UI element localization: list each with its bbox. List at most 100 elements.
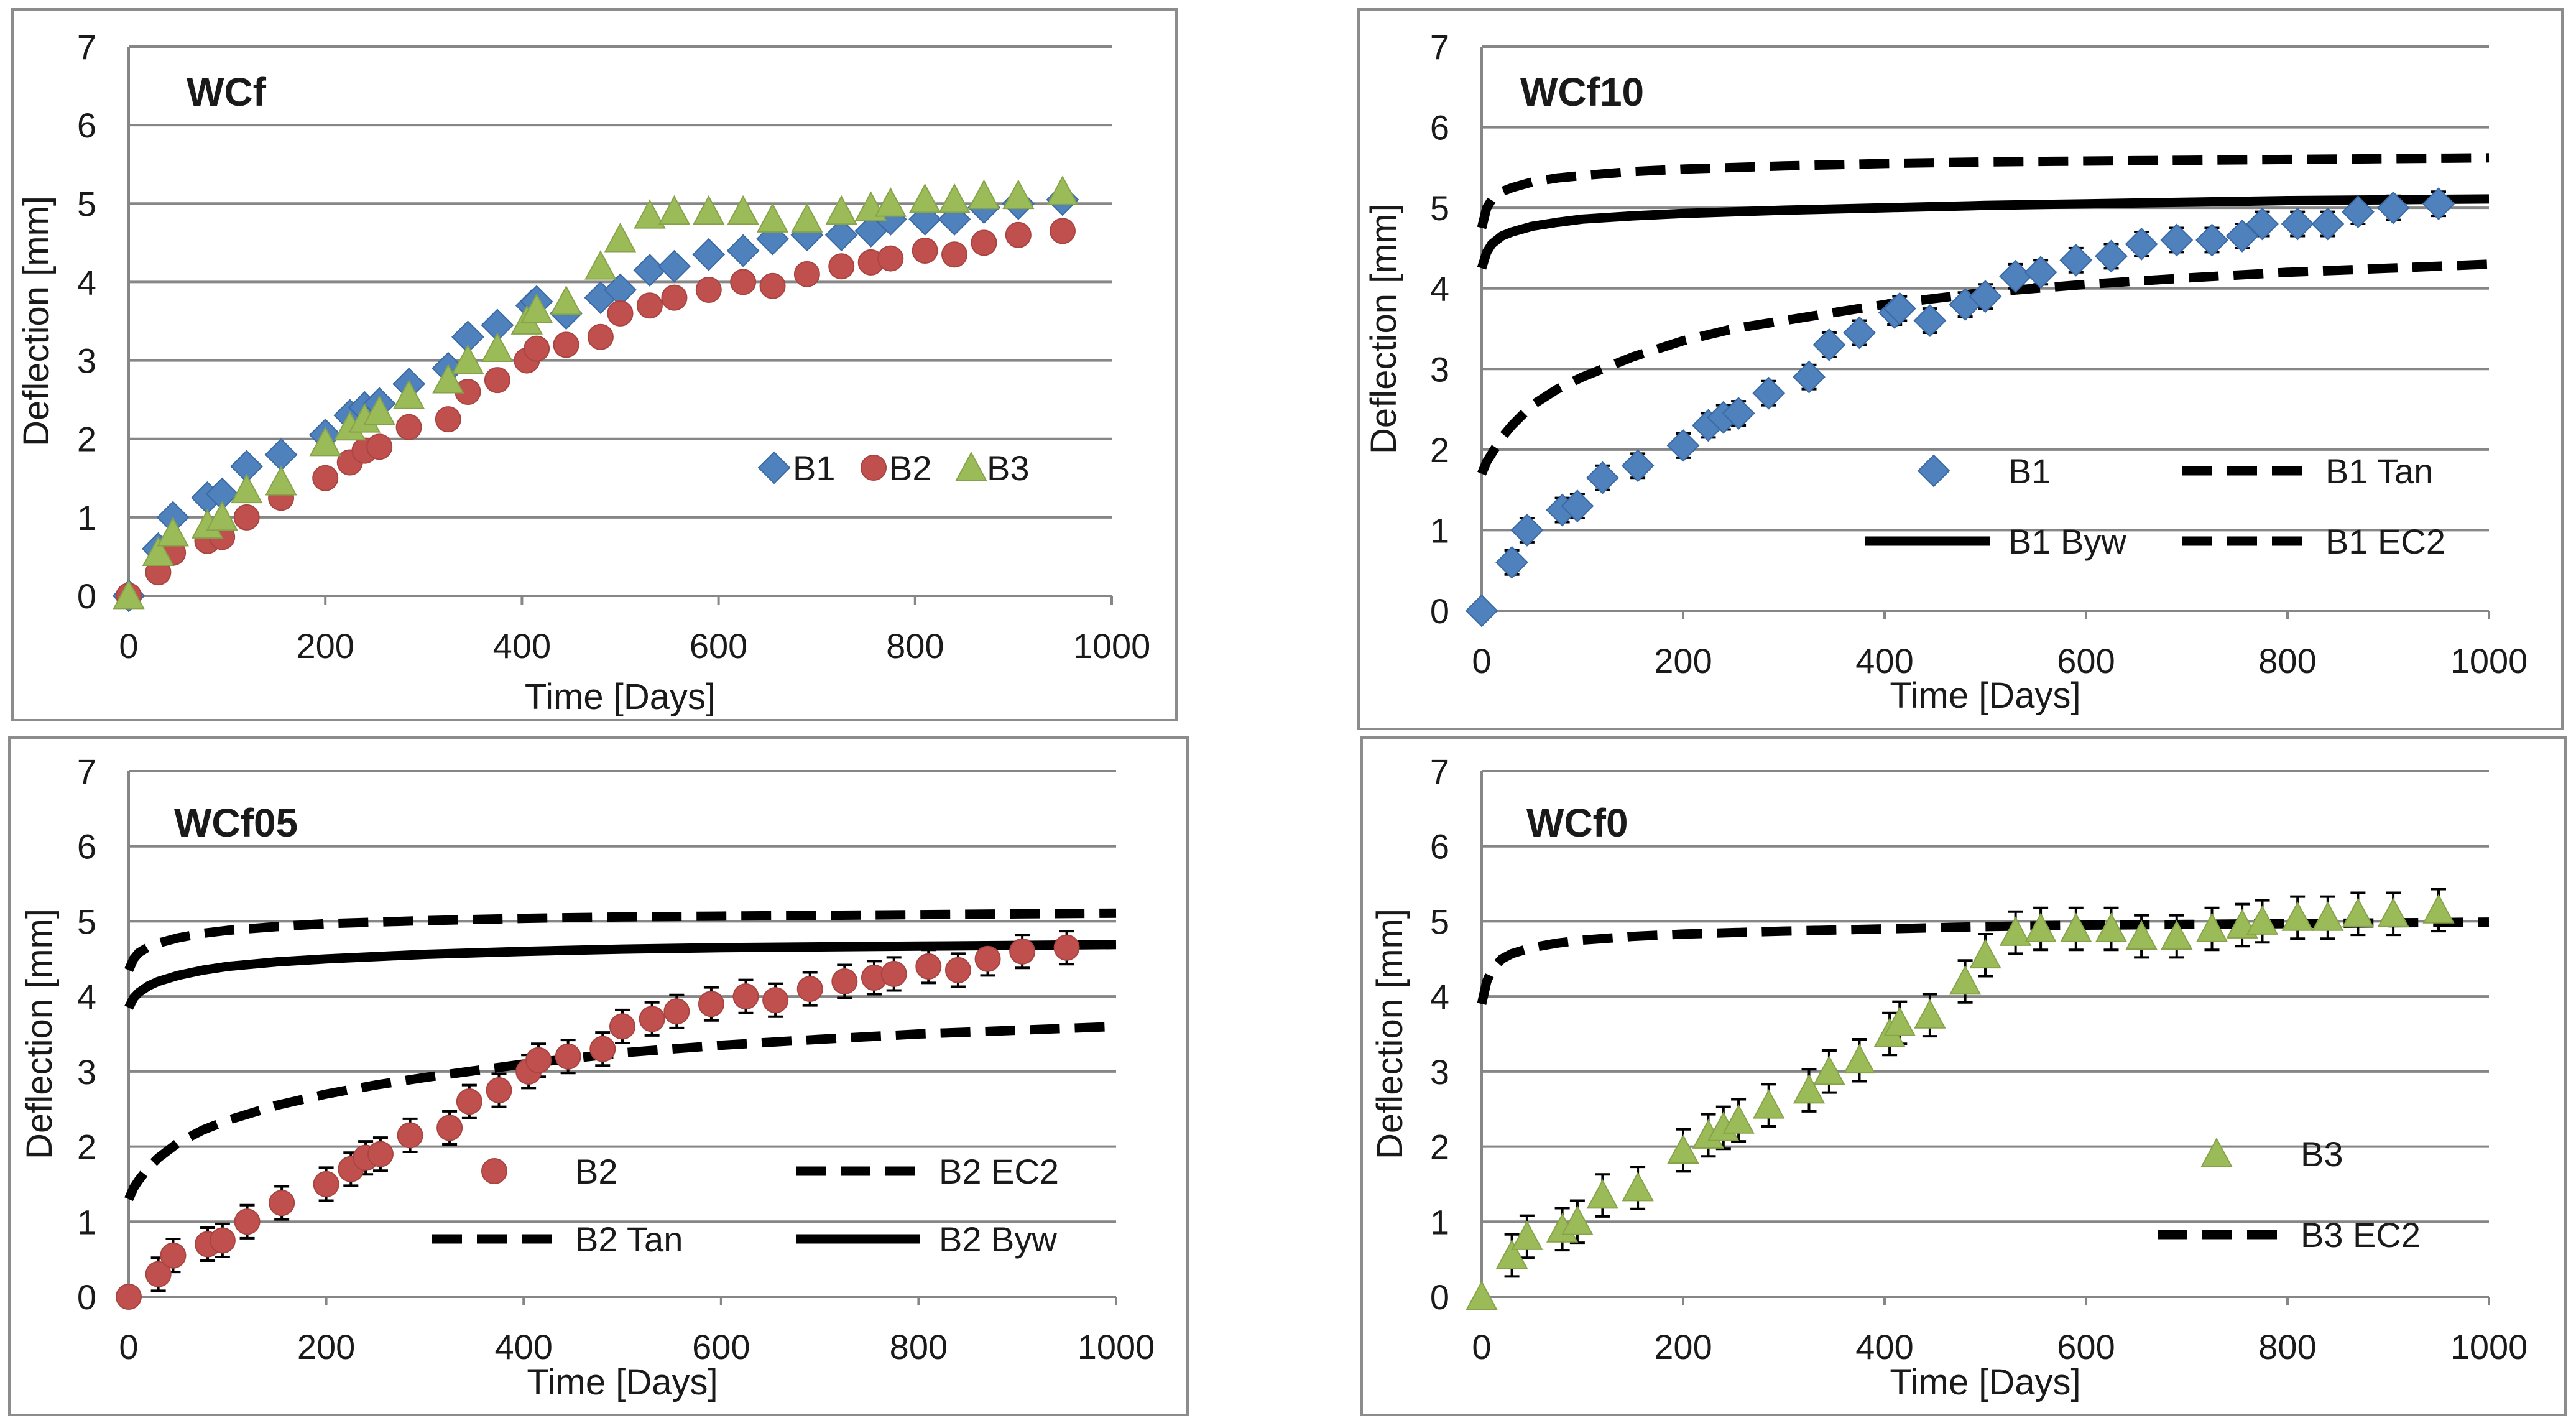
data-point-b2 [639, 1006, 665, 1032]
series-line-b1-tan [1477, 259, 2490, 476]
legend-label: B2 Byw [939, 1220, 1057, 1259]
data-point-b3 [874, 187, 907, 217]
data-point-b1 [2024, 256, 2057, 289]
y-tick-label: 1 [77, 498, 96, 537]
data-point-b2 [695, 277, 722, 304]
chart-frame [11, 8, 1178, 721]
x-axis-label: Time [Days] [527, 1362, 718, 1402]
y-tick-label: 3 [1430, 350, 1449, 389]
data-point-b3 [1813, 1055, 1845, 1085]
data-point-b3 [1466, 1280, 1498, 1310]
data-point-b1 [1883, 292, 1916, 325]
data-point-b2 [915, 953, 942, 980]
data-point-b1 [1752, 376, 1786, 410]
data-point-b3 [1495, 1239, 1528, 1269]
data-point-b3 [1793, 1073, 1826, 1104]
data-point-b1 [2311, 207, 2345, 241]
series-line-b3-ec2 [1477, 917, 2490, 1005]
legend-label: B1 [2008, 452, 2051, 491]
y-tick-label: 4 [1430, 269, 1449, 308]
data-point-b2 [663, 998, 690, 1025]
legend-label: B2 EC2 [939, 1152, 1059, 1191]
data-point-b1 [2195, 223, 2228, 257]
data-point-b2 [661, 284, 688, 311]
data-point-b3 [2246, 905, 2279, 935]
data-point-b2 [233, 504, 260, 531]
data-point-b2 [587, 323, 614, 350]
data-point-b2 [971, 229, 997, 256]
data-point-b3 [2095, 912, 2128, 942]
series-line-b2-tan [124, 1021, 1117, 1202]
data-point-b3 [1722, 1104, 1755, 1134]
x-tick-label: 0 [119, 1327, 138, 1366]
data-point-b3 [584, 250, 617, 280]
chart-frame [8, 736, 1189, 1416]
data-point-b2 [555, 1043, 581, 1070]
data-point-b3 [1949, 965, 1982, 995]
data-point-b2 [367, 1141, 394, 1167]
data-point-b3 [2195, 912, 2228, 942]
data-point-b3 [1046, 175, 1079, 205]
data-point-b3 [967, 179, 1000, 210]
data-point-b2 [436, 1115, 463, 1141]
y-tick-label: 2 [1430, 430, 1449, 470]
y-tick-label: 5 [1430, 902, 1449, 941]
legend-label: B3 [987, 448, 1030, 488]
data-point-b3 [432, 364, 464, 394]
data-point-b2 [484, 367, 510, 394]
data-point-b2 [435, 406, 461, 433]
y-tick-label: 6 [77, 106, 96, 145]
data-point-b1 [1913, 304, 1947, 337]
y-axis-label: Deflection [mm] [1370, 909, 1410, 1159]
y-tick-label: 7 [1430, 27, 1449, 67]
x-tick-label: 1000 [2450, 1327, 2528, 1366]
x-tick-label: 0 [119, 626, 138, 665]
data-point-b1 [2376, 191, 2410, 225]
x-tick-label: 200 [1654, 1327, 1712, 1366]
y-tick-label: 1 [1430, 511, 1449, 550]
data-point-b1 [2246, 207, 2279, 241]
data-point-b2 [395, 414, 422, 440]
data-point-b3 [1622, 1171, 1654, 1202]
x-tick-label: 0 [1472, 641, 1491, 680]
y-tick-label: 3 [77, 1052, 96, 1092]
x-tick-label: 800 [890, 1327, 948, 1366]
data-point-b2 [366, 433, 393, 460]
data-point-b2 [730, 269, 757, 295]
x-tick-label: 800 [2258, 1327, 2316, 1366]
y-tick-label: 7 [1430, 752, 1449, 791]
y-tick-label: 4 [77, 977, 96, 1016]
data-point-b2 [880, 960, 907, 987]
chart-panel: 0 1 2 3 4 5 6 7 0 200 400 600 800 1000 Time [Days] Defl… [1360, 736, 2567, 1416]
data-point-b3 [2377, 897, 2409, 927]
data-point-b1 [1793, 360, 1826, 394]
x-tick-label: 800 [886, 626, 944, 665]
data-point-b3 [481, 332, 514, 363]
x-axis-label: Time [Days] [1890, 675, 2080, 716]
legend-label: B2 Tan [575, 1220, 683, 1259]
chart-panel: 0 1 2 3 4 5 6 7 0 200 400 600 800 1000 Time [Days] Defl… [8, 736, 1189, 1416]
data-point-b2 [312, 465, 339, 491]
data-point-b3 [1969, 939, 2001, 969]
data-point-b2 [941, 241, 968, 268]
x-tick-label: 200 [1654, 641, 1712, 680]
data-point-b1 [658, 249, 691, 283]
data-point-b2 [525, 1047, 552, 1073]
series-line-b2-byw [124, 940, 1117, 1010]
data-point-b2 [609, 1013, 635, 1040]
data-point-b1 [2160, 223, 2194, 257]
y-tick-label: 1 [1430, 1202, 1449, 1241]
data-point-b1 [1561, 489, 1594, 522]
x-tick-label: 200 [297, 1327, 355, 1366]
data-point-b3 [1002, 179, 1035, 210]
data-point-b2 [607, 300, 634, 327]
y-tick-label: 0 [77, 577, 96, 616]
data-point-b2 [486, 1077, 512, 1104]
data-point-b3 [756, 203, 789, 233]
y-tick-label: 4 [1430, 977, 1449, 1016]
data-point-b1 [1722, 397, 1755, 430]
legend-label: B2 [889, 448, 932, 488]
data-point-b2 [1049, 218, 1076, 244]
data-point-b2 [269, 1190, 295, 1217]
